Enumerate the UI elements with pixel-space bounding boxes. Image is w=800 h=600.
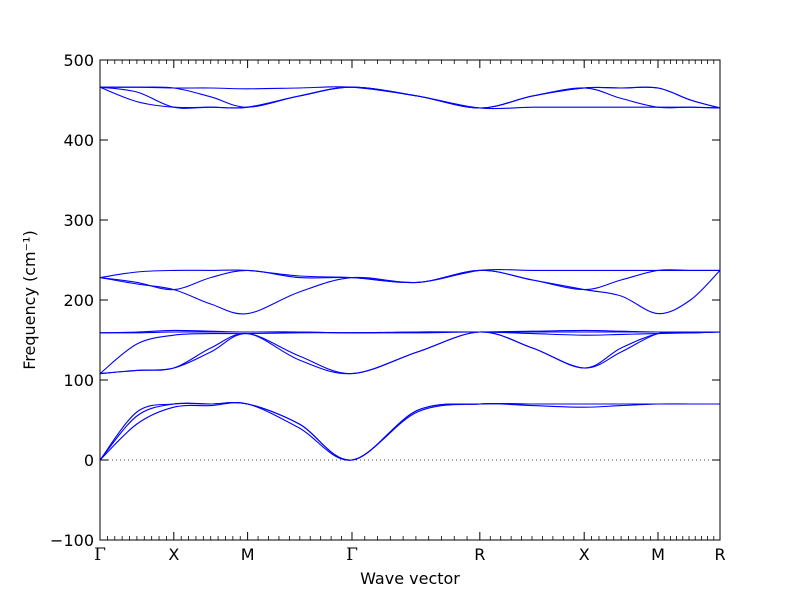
band-line-12 xyxy=(99,86,721,109)
y-tick-label: −100 xyxy=(50,531,94,550)
y-axis-ticks: −100 0 100 200 300 400 500 xyxy=(50,51,720,550)
band-line-4 xyxy=(99,331,721,375)
y-tick-label: 100 xyxy=(63,371,94,390)
kpoint-label: Γ xyxy=(346,545,358,565)
y-tick-label: 0 xyxy=(84,451,94,470)
y-axis-title: Frequency (cm⁻¹) xyxy=(20,230,39,369)
plot-frame xyxy=(99,59,721,541)
y-tick-label: 400 xyxy=(63,131,94,150)
y-tick-label: 200 xyxy=(63,291,94,310)
band-lines xyxy=(99,86,721,461)
band-line-11 xyxy=(99,268,720,284)
kpoint-label: Γ xyxy=(94,545,106,565)
band-line-15 xyxy=(99,86,721,109)
band-line-13 xyxy=(99,86,721,110)
kpoint-label: R xyxy=(474,545,485,564)
band-line-14 xyxy=(99,86,721,109)
band-line-6 xyxy=(99,331,721,375)
band-line-2 xyxy=(99,401,720,461)
kpoint-label: M xyxy=(651,545,665,564)
y-tick-label: 300 xyxy=(63,211,94,230)
band-line-10 xyxy=(99,269,720,291)
kpoint-label: R xyxy=(714,545,725,564)
band-line-1 xyxy=(99,402,720,461)
kpoint-label: X xyxy=(168,545,179,564)
kpoint-label: M xyxy=(241,545,255,564)
band-line-5 xyxy=(99,331,721,375)
kpoint-label: X xyxy=(579,545,590,564)
band-line-3 xyxy=(99,401,720,461)
band-line-8 xyxy=(99,329,720,334)
band-line-9 xyxy=(99,269,721,315)
y-tick-label: 500 xyxy=(63,51,94,70)
x-axis-title: Wave vector xyxy=(360,569,460,588)
